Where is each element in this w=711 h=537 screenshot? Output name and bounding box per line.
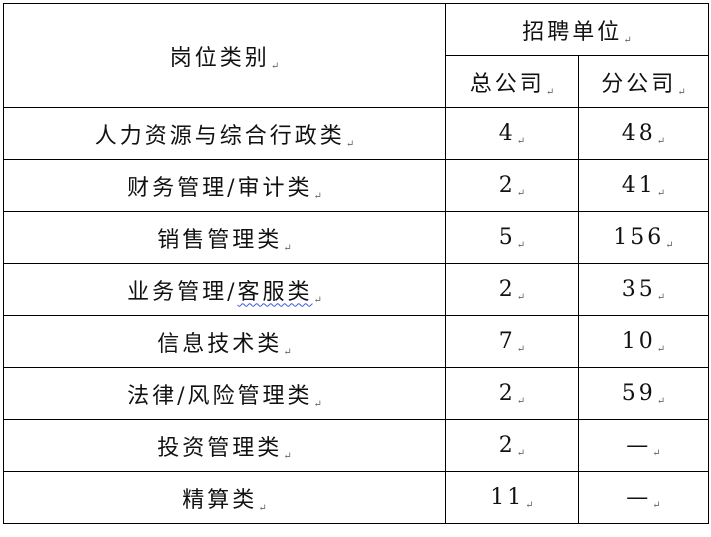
cell-hq: 5↵ [445, 211, 579, 264]
paragraph-mark-icon: ↵ [345, 138, 355, 150]
header-branch: 分公司↵ [578, 55, 709, 108]
table-row: 投资管理类↵ 2↵ —↵ [3, 419, 709, 472]
cell-branch: 35↵ [578, 263, 709, 316]
branch-count: 10 [621, 328, 656, 354]
hq-count: 2 [498, 276, 516, 302]
cell-category: 法律/风险管理类↵ [3, 367, 446, 420]
branch-count: 156 [613, 224, 665, 250]
table-row: 人力资源与综合行政类↵ 4↵ 48↵ [3, 107, 709, 160]
paragraph-mark-icon: ↵ [313, 190, 322, 202]
hq-count: 2 [498, 380, 516, 406]
recruitment-table: 岗位类别↵ 招聘单位↵ 总公司↵ 分公司↵ 人力资源与综合行政类↵ 4↵ 48↵ 财务… [3, 3, 709, 524]
hq-count: 11 [490, 484, 525, 510]
branch-count: — [626, 432, 652, 458]
branch-count: — [626, 484, 652, 510]
paragraph-mark-icon: ↵ [623, 34, 632, 46]
header-branch-text: 分公司 [601, 71, 677, 97]
paragraph-mark-icon: ↵ [516, 135, 526, 147]
branch-count: 48 [621, 120, 656, 146]
cell-category: 财务管理/审计类↵ [3, 159, 446, 212]
header-group-text: 招聘单位 [522, 19, 623, 45]
paragraph-mark-icon: ↵ [652, 447, 661, 459]
paragraph-mark-icon: ↵ [283, 346, 292, 358]
cell-hq: 2↵ [445, 263, 579, 316]
header-category: 岗位类别↵ [3, 3, 446, 108]
cell-category: 业务管理/客服类↵ [3, 263, 446, 316]
table-row: 精算类↵ 11↵ —↵ [3, 471, 709, 524]
header-category-text: 岗位类别 [169, 45, 270, 71]
spellcheck-flagged-text: 客服类 [237, 279, 313, 305]
cell-category: 精算类↵ [3, 471, 446, 524]
category-text: 业务管理/ [127, 279, 238, 305]
category-text: 精算类 [182, 487, 258, 513]
cell-category: 投资管理类↵ [3, 419, 446, 472]
category-text: 销售管理类 [157, 227, 283, 253]
hq-count: 7 [498, 328, 516, 354]
paragraph-mark-icon: ↵ [525, 499, 534, 511]
table-row: 财务管理/审计类↵ 2↵ 41↵ [3, 159, 709, 212]
category-text: 信息技术类 [157, 331, 283, 357]
cell-branch: —↵ [578, 471, 709, 524]
cell-branch: 48↵ [578, 107, 709, 160]
cell-hq: 7↵ [445, 315, 579, 368]
paragraph-mark-icon: ↵ [516, 239, 526, 251]
paragraph-mark-icon: ↵ [516, 447, 526, 459]
paragraph-mark-icon: ↵ [656, 187, 666, 199]
cell-branch: —↵ [578, 419, 709, 472]
category-text: 人力资源与综合行政类 [94, 123, 345, 149]
paragraph-mark-icon: ↵ [283, 450, 292, 462]
paragraph-mark-icon: ↵ [665, 239, 674, 251]
paragraph-mark-icon: ↵ [283, 242, 292, 254]
hq-count: 2 [498, 172, 516, 198]
table-row: 业务管理/客服类↵ 2↵ 35↵ [3, 263, 709, 316]
table-row: 法律/风险管理类↵ 2↵ 59↵ [3, 367, 709, 420]
cell-branch: 10↵ [578, 315, 709, 368]
branch-count: 35 [621, 276, 656, 302]
hq-count: 2 [498, 432, 516, 458]
cell-category: 人力资源与综合行政类↵ [3, 107, 446, 160]
subheader-row: 总公司↵ 分公司↵ [4, 55, 709, 108]
paragraph-mark-icon: ↵ [656, 291, 666, 303]
paragraph-mark-icon: ↵ [545, 86, 555, 98]
paragraph-mark-icon: ↵ [677, 86, 686, 98]
cell-hq: 11↵ [445, 471, 579, 524]
cell-branch: 59↵ [578, 367, 709, 420]
paragraph-mark-icon: ↵ [656, 135, 666, 147]
category-text: 法律/风险管理类 [127, 383, 313, 409]
cell-category: 销售管理类↵ [3, 211, 446, 264]
cell-hq: 2↵ [445, 367, 579, 420]
hq-count: 5 [498, 224, 516, 250]
paragraph-mark-icon: ↵ [313, 294, 322, 306]
table-row: 信息技术类↵ 7↵ 10↵ [3, 315, 709, 368]
header-row: 岗位类别↵ 招聘单位↵ [3, 3, 709, 108]
category-text: 财务管理/审计类 [127, 175, 313, 201]
paragraph-mark-icon: ↵ [516, 291, 526, 303]
cell-hq: 2↵ [445, 419, 579, 472]
paragraph-mark-icon: ↵ [516, 395, 526, 407]
cell-branch: 41↵ [578, 159, 709, 212]
paragraph-mark-icon: ↵ [516, 187, 526, 199]
cell-category: 信息技术类↵ [3, 315, 446, 368]
paragraph-mark-icon: ↵ [258, 502, 267, 514]
paragraph-mark-icon: ↵ [656, 395, 666, 407]
hq-count: 4 [498, 120, 516, 146]
paragraph-mark-icon: ↵ [652, 499, 661, 511]
header-recruiting-unit: 招聘单位↵ [445, 3, 709, 56]
paragraph-mark-icon: ↵ [313, 398, 322, 410]
branch-count: 41 [621, 172, 656, 198]
header-hq-text: 总公司 [469, 71, 545, 97]
branch-count: 59 [621, 380, 656, 406]
table-row: 销售管理类↵ 5↵ 156↵ [3, 211, 709, 264]
cell-hq: 4↵ [445, 107, 579, 160]
cell-branch: 156↵ [578, 211, 709, 264]
cell-hq: 2↵ [445, 159, 579, 212]
header-hq: 总公司↵ [445, 55, 579, 108]
paragraph-mark-icon: ↵ [516, 343, 526, 355]
paragraph-mark-icon: ↵ [270, 60, 280, 72]
category-text: 投资管理类 [157, 435, 283, 461]
paragraph-mark-icon: ↵ [656, 343, 666, 355]
